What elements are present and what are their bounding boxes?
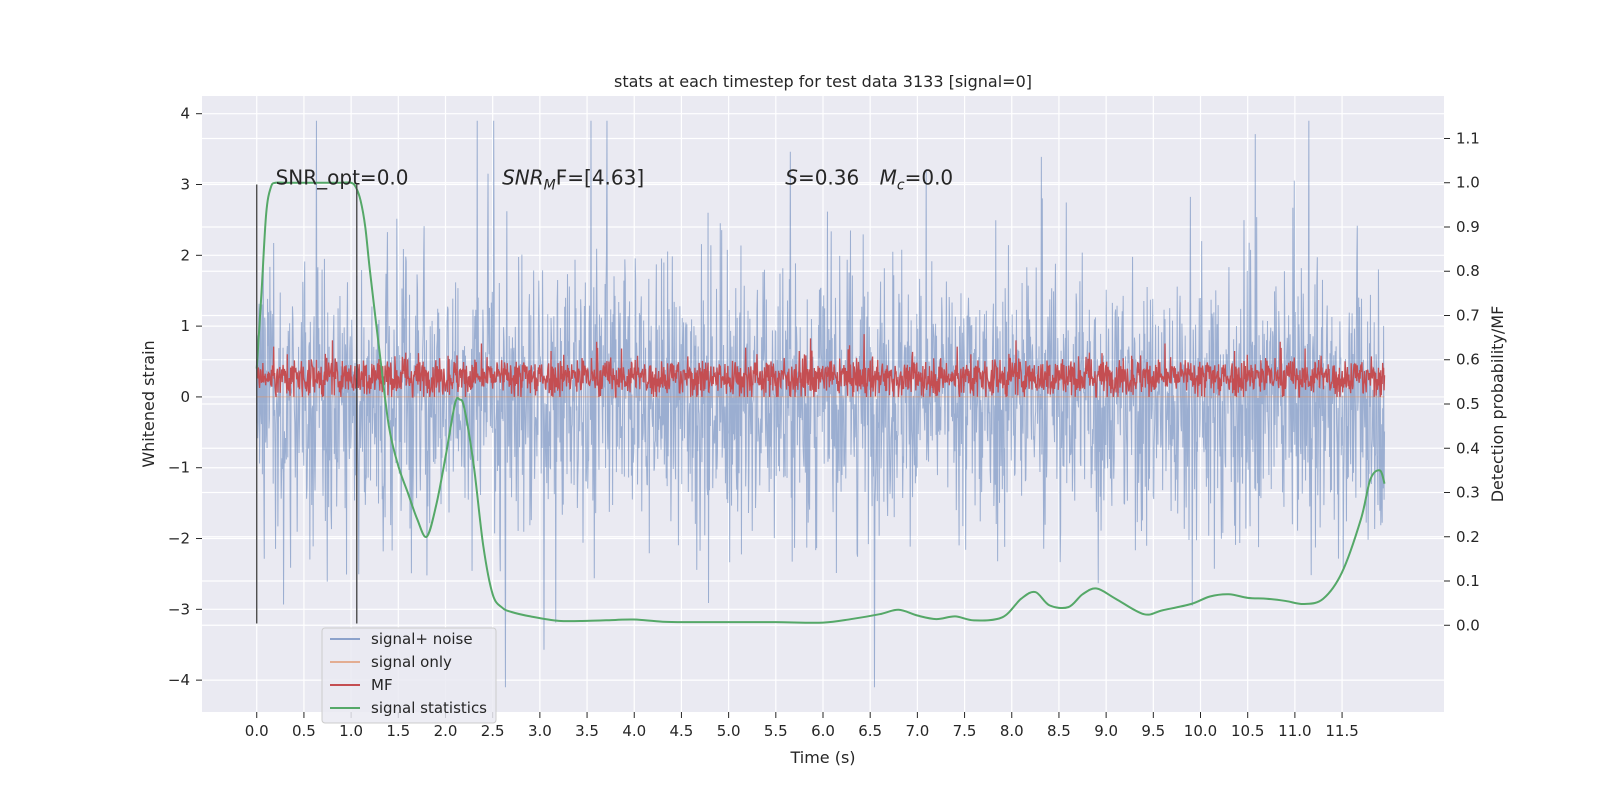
y-tick-label: 4 bbox=[180, 105, 190, 123]
x-tick-label: 1.0 bbox=[339, 722, 363, 740]
y-tick-label: −2 bbox=[168, 530, 190, 548]
chart-annotation: SNRMF=[4.63] bbox=[502, 166, 644, 194]
y-right-tick-label: 0.1 bbox=[1456, 572, 1480, 590]
x-tick-label: 6.0 bbox=[811, 722, 835, 740]
x-axis-label: Time (s) bbox=[789, 748, 855, 767]
x-tick-label: 0.0 bbox=[245, 722, 269, 740]
x-tick-label: 3.0 bbox=[528, 722, 552, 740]
y-tick-label: −4 bbox=[168, 671, 190, 689]
y-axis-label: Whitened strain bbox=[139, 340, 158, 467]
x-tick-label: 5.5 bbox=[764, 722, 788, 740]
x-tick-label: 3.5 bbox=[575, 722, 599, 740]
chart-title: stats at each timestep for test data 313… bbox=[614, 72, 1032, 91]
annotations: SNR_opt=0.0 SNRMF=[4.63] S=0.36 Mc=0.0 bbox=[276, 166, 954, 194]
legend-box bbox=[321, 627, 497, 724]
x-tick-label: 0.5 bbox=[292, 722, 316, 740]
x-tick-label: 9.0 bbox=[1094, 722, 1118, 740]
chart-annotation: S=0.36 bbox=[785, 166, 859, 190]
x-tick-label: 6.5 bbox=[858, 722, 882, 740]
series-signal-statistics-line bbox=[255, 181, 1386, 624]
x-tick-label: 7.5 bbox=[953, 722, 977, 740]
y-right-tick-label: 0.5 bbox=[1456, 395, 1480, 413]
axis-ticks: 0.0 0.5 1.0 1.5 2.0 2.5 3.0 3.5 4.0 4.5 5.0 5.5 6.0 6… bbox=[168, 105, 1480, 740]
y-right-tick-label: 0.6 bbox=[1456, 351, 1480, 369]
legend-label-mf: MF bbox=[371, 676, 393, 694]
y-right-tick-label: 0.8 bbox=[1456, 262, 1480, 280]
x-tick-label: 4.5 bbox=[670, 722, 694, 740]
x-tick-label: 2.0 bbox=[434, 722, 458, 740]
x-tick-label: 2.5 bbox=[481, 722, 505, 740]
legend-label-signal-statistics: signal statistics bbox=[371, 699, 487, 717]
y-right-tick-label: 0.9 bbox=[1456, 218, 1480, 236]
y-right-tick-label: 0.2 bbox=[1456, 528, 1480, 546]
y-tick-label: 2 bbox=[180, 246, 190, 264]
y-right-tick-label: 1.1 bbox=[1456, 129, 1480, 147]
y-right-tick-label: 0.7 bbox=[1456, 306, 1480, 324]
x-tick-label: 5.0 bbox=[717, 722, 741, 740]
x-tick-label: 7.0 bbox=[905, 722, 929, 740]
legend-label-signal-noise: signal+ noise bbox=[371, 630, 473, 648]
y-tick-label: −3 bbox=[168, 600, 190, 618]
x-tick-label: 8.5 bbox=[1047, 722, 1071, 740]
series-layer bbox=[255, 120, 1386, 688]
series-signal-noise-line bbox=[256, 120, 1386, 688]
x-tick-label: 1.5 bbox=[386, 722, 410, 740]
x-tick-label: 9.5 bbox=[1141, 722, 1165, 740]
x-tick-label: 11.5 bbox=[1325, 722, 1358, 740]
y-right-tick-label: 0.4 bbox=[1456, 439, 1480, 457]
y-tick-label: −1 bbox=[168, 459, 190, 477]
legend: signal+ noise signal only MF signal stat… bbox=[321, 627, 497, 724]
series-mf-line bbox=[256, 334, 1386, 398]
x-tick-label: 8.0 bbox=[1000, 722, 1024, 740]
y-tick-label: 0 bbox=[180, 388, 190, 406]
chart-annotation: Mc=0.0 bbox=[880, 166, 954, 194]
y-right-tick-label: 0.3 bbox=[1456, 484, 1480, 502]
x-tick-label: 11.0 bbox=[1278, 722, 1311, 740]
x-tick-label: 10.5 bbox=[1231, 722, 1264, 740]
x-tick-label: 4.0 bbox=[622, 722, 646, 740]
y-right-tick-label: 0.0 bbox=[1456, 616, 1480, 634]
y-right-tick-label: 1.0 bbox=[1456, 174, 1480, 192]
x-tick-label: 10.0 bbox=[1184, 722, 1217, 740]
y-tick-label: 3 bbox=[180, 176, 190, 194]
y-right-axis-label: Detection probability/MF bbox=[1488, 306, 1507, 503]
legend-label-signal-only: signal only bbox=[371, 653, 452, 671]
chart-annotation: SNR_opt=0.0 bbox=[276, 166, 409, 190]
vertical-markers bbox=[256, 184, 358, 624]
y-tick-label: 1 bbox=[180, 317, 190, 335]
